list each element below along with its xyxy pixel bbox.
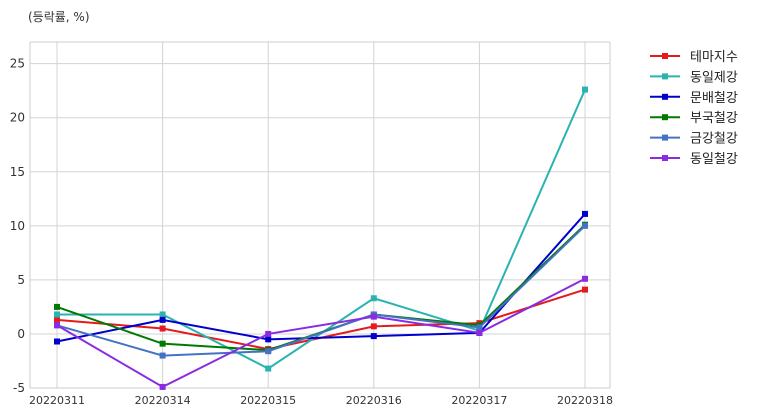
legend-item: 문배철강 <box>650 91 738 106</box>
legend-swatch-marker <box>662 114 668 121</box>
series-동일제강 <box>54 86 588 372</box>
data-point <box>265 336 272 343</box>
grid <box>30 42 610 389</box>
data-point <box>476 324 483 331</box>
legend-swatch-marker <box>662 155 668 161</box>
y-axis: -5 0 5 10 15 20 25 <box>10 57 25 395</box>
series-line <box>56 213 586 343</box>
data-point <box>370 323 377 330</box>
legend-swatch-marker <box>662 53 668 59</box>
data-point <box>582 210 588 217</box>
x-axis: 20220311 20220314 20220315 20220316 20220317… <box>29 394 613 407</box>
legend-label: 금강철강 <box>690 132 738 147</box>
legend-label: 문배철강 <box>690 91 738 106</box>
y-tick-label: 5 <box>17 273 25 287</box>
data-point <box>159 325 166 332</box>
series-line <box>56 225 586 357</box>
data-point <box>582 222 588 229</box>
y-tick-label: 25 <box>10 57 25 71</box>
data-point <box>370 333 377 340</box>
legend-item: 부국철강 <box>650 111 738 126</box>
legend-item: 금강철강 <box>650 132 738 147</box>
data-point <box>159 352 166 359</box>
legend-swatch-marker <box>662 73 668 80</box>
x-tick-label: 20220314 <box>135 394 191 407</box>
series-동일철강 <box>54 275 588 390</box>
x-tick-label: 20220315 <box>240 394 296 407</box>
x-tick-label: 20220316 <box>346 394 402 407</box>
series-lines <box>54 86 588 390</box>
data-point <box>476 329 483 336</box>
x-tick-label: 20220317 <box>451 394 507 407</box>
y-tick-label: 20 <box>10 111 25 125</box>
data-point <box>159 316 166 323</box>
data-point <box>54 322 60 329</box>
data-point <box>265 330 272 337</box>
data-point <box>54 338 60 345</box>
data-point <box>265 348 272 355</box>
legend-swatch-marker <box>662 93 668 100</box>
series-line <box>56 277 586 389</box>
data-point <box>54 303 60 310</box>
data-point <box>582 86 588 93</box>
data-point <box>159 340 166 347</box>
plot-frame <box>29 41 611 389</box>
legend-swatch-marker <box>662 134 668 141</box>
unit-label: (등락률, %) <box>28 10 90 24</box>
y-tick-label: 15 <box>10 165 25 179</box>
data-point <box>582 275 588 282</box>
legend-label: 테마지수 <box>690 50 738 65</box>
legend-label: 동일철강 <box>690 152 738 167</box>
y-tick-label: 0 <box>17 327 25 341</box>
data-point <box>54 316 60 323</box>
data-point <box>370 313 377 320</box>
x-tick-label: 20220318 <box>557 394 613 407</box>
data-point <box>370 295 377 302</box>
legend-item: 동일철강 <box>650 152 738 167</box>
data-point <box>159 383 166 390</box>
legend-label: 동일제강 <box>690 70 738 85</box>
data-point <box>265 365 272 372</box>
series-line <box>56 224 586 352</box>
data-point <box>582 286 588 293</box>
legend-label: 부국철강 <box>690 111 738 126</box>
data-point <box>159 311 166 318</box>
y-tick-label: -5 <box>13 381 25 395</box>
x-tick-label: 20220311 <box>29 394 85 407</box>
y-tick-label: 10 <box>10 219 25 233</box>
legend-item: 테마지수 <box>650 50 738 65</box>
legend-item: 동일제강 <box>650 70 738 85</box>
data-point <box>54 311 60 318</box>
